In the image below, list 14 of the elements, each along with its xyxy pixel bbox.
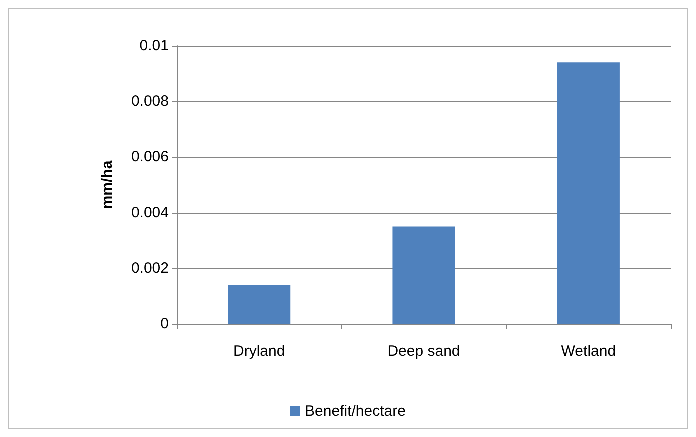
- bar: [228, 285, 291, 324]
- bar: [557, 62, 620, 324]
- y-tick-label: 0.006: [131, 148, 169, 166]
- y-tick-label: 0.004: [131, 204, 169, 222]
- bar: [392, 226, 456, 324]
- legend-label: Benefit/hectare: [305, 403, 406, 420]
- y-tick-label: 0.008: [131, 93, 169, 110]
- x-tick-label: Deep sand: [388, 343, 460, 360]
- x-tick-label: Dryland: [233, 343, 286, 360]
- y-tick-label: 0.01: [140, 38, 169, 54]
- y-tick-label: 0: [160, 316, 169, 332]
- y-axis-title: mm/ha: [99, 160, 116, 210]
- y-tick-label: 0.002: [131, 260, 169, 277]
- x-tick-label: Wetland: [561, 343, 616, 360]
